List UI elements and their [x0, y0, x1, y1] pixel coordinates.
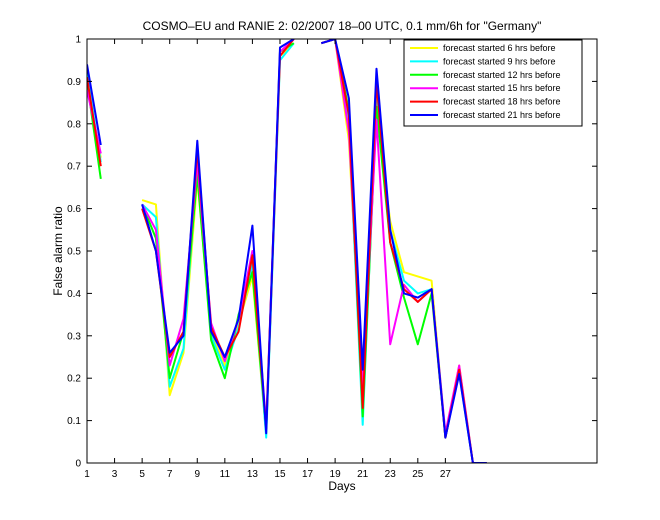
legend-label-1: forecast started 6 hrs before	[443, 43, 556, 53]
x-ticks: 1 3 5 7 9 11 13 15 17 19 21 23 25 27	[84, 39, 451, 480]
y-tick-label: 0.4	[67, 289, 81, 300]
legend-label-3: forecast started 12 hrs before	[443, 70, 561, 80]
y-tick-label: 0.5	[67, 247, 81, 258]
y-tick-label: 0.9	[67, 77, 81, 88]
x-tick-label: 25	[412, 469, 424, 480]
y-tick-label: 0.1	[67, 416, 81, 427]
x-axis-label: Days	[328, 479, 355, 493]
x-tick-label: 7	[167, 469, 173, 480]
x-tick-label: 1	[84, 469, 90, 480]
x-tick-label: 23	[385, 469, 397, 480]
y-axis-label: False alarm ratio	[51, 206, 65, 296]
x-tick-label: 17	[302, 469, 314, 480]
y-tick-label: 0	[75, 459, 81, 470]
y-tick-label: 0.7	[67, 162, 81, 173]
y-tick-label: 0.3	[67, 331, 81, 342]
chart-title: COSMO–EU and RANIE 2: 02/2007 18–00 UTC,…	[143, 19, 542, 33]
y-tick-label: 0.8	[67, 119, 81, 130]
x-tick-label: 27	[440, 469, 452, 480]
series-layer	[87, 39, 487, 463]
legend-box	[403, 39, 583, 127]
y-tick-label: 0.6	[67, 204, 81, 215]
y-ticks: 0 0.1 0.2 0.3 0.4 0.5 0.6 0.7 0.8 0.9 1	[67, 35, 597, 470]
legend-label-2: forecast started 9 hrs before	[443, 56, 556, 66]
x-tick-label: 11	[220, 469, 231, 480]
x-tick-label: 19	[330, 469, 342, 480]
legend-label-5: forecast started 18 hrs before	[443, 97, 561, 107]
legend-label-6: forecast started 21 hrs before	[443, 110, 561, 120]
x-tick-label: 13	[247, 469, 259, 480]
x-tick-label: 5	[139, 469, 145, 480]
y-tick-label: 1	[75, 35, 81, 46]
legend: forecast started 6 hrs before forecast st…	[403, 39, 583, 127]
x-tick-label: 9	[194, 469, 200, 480]
series-line-6	[87, 39, 487, 463]
x-tick-label: 3	[112, 469, 118, 480]
x-tick-label: 21	[357, 469, 369, 480]
legend-label-4: forecast started 15 hrs before	[443, 83, 561, 93]
y-tick-label: 0.2	[67, 374, 81, 385]
x-tick-label: 15	[274, 469, 286, 480]
